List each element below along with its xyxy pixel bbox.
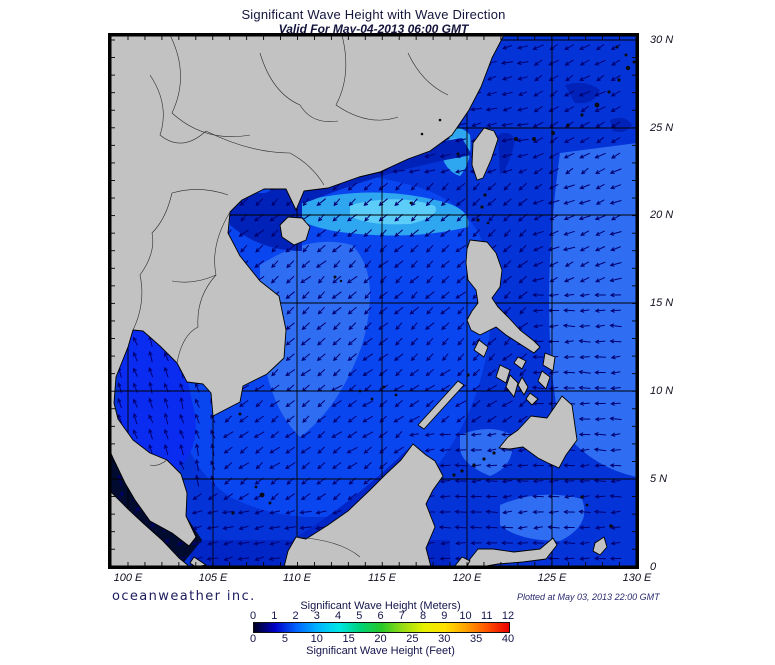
- samar: [542, 352, 556, 372]
- meters-scale: 0 1 2 3 4 5 6 7 8 9 10 11 12: [249, 610, 515, 622]
- mindoro: [473, 339, 489, 358]
- wave-height-map: [108, 33, 639, 569]
- bohol: [525, 392, 539, 406]
- leyte: [537, 370, 551, 390]
- lat-label: 10 N: [650, 385, 674, 397]
- asia-mainland: [110, 35, 505, 547]
- palawan: [417, 380, 465, 430]
- lat-label: 15 N: [650, 297, 674, 309]
- sulawesi-blob: [453, 556, 471, 567]
- sulawesi: [466, 537, 558, 567]
- lon-label: 125 E: [537, 572, 567, 584]
- lat-label: 20 N: [650, 209, 674, 221]
- masbate: [513, 356, 527, 370]
- luzon: [465, 239, 541, 354]
- wave-height-colorbar: [253, 622, 510, 633]
- lon-label: 115 E: [368, 572, 396, 584]
- land-layer: [110, 35, 608, 567]
- lon-label: 130 E: [622, 572, 652, 584]
- mindanao: [498, 395, 578, 469]
- lat-label: 5 N: [650, 473, 668, 485]
- lon-label: 100 E: [113, 572, 143, 584]
- borneo: [283, 443, 444, 567]
- lat-label: 25 N: [650, 122, 674, 134]
- feet-scale: 0 5 10 15 20 25 30 35 40: [249, 633, 515, 645]
- lon-label: 120 E: [452, 572, 482, 584]
- oceanweather-logo: oceanweather inc.: [112, 589, 256, 604]
- page-title: Significant Wave Height with Wave Direct…: [241, 7, 506, 22]
- sumatra: [110, 490, 191, 567]
- negros: [505, 374, 519, 398]
- lat-label: 30 N: [650, 34, 674, 46]
- lon-label: 105 E: [198, 572, 228, 584]
- cebu: [517, 376, 529, 396]
- small-islands: [231, 45, 636, 528]
- lat-label: 0: [650, 561, 657, 573]
- legend-meters-title: Significant Wave Height (Meters): [300, 600, 461, 612]
- lon-label: 110 E: [283, 572, 311, 584]
- map-canvas: [110, 35, 637, 567]
- legend-feet-title: Significant Wave Height (Feet): [306, 645, 455, 657]
- valid-time-subtitle: Valid For May-04-2013 06:00 GMT: [278, 22, 469, 36]
- latitude-axis: 30 N 25 N 20 N 15 N 10 N 5 N 0: [650, 0, 690, 600]
- plotted-timestamp: Plotted at May 03, 2013 22:00 GMT: [517, 592, 660, 602]
- country-borders: [132, 35, 449, 558]
- longitude-axis: 100 E 105 E 110 E 115 E 120 E 125 E 130 …: [0, 572, 775, 588]
- panay: [495, 364, 511, 384]
- halmahera: [592, 536, 608, 556]
- hainan: [279, 216, 311, 246]
- sumatra-islets: [189, 556, 207, 567]
- taiwan: [471, 127, 499, 181]
